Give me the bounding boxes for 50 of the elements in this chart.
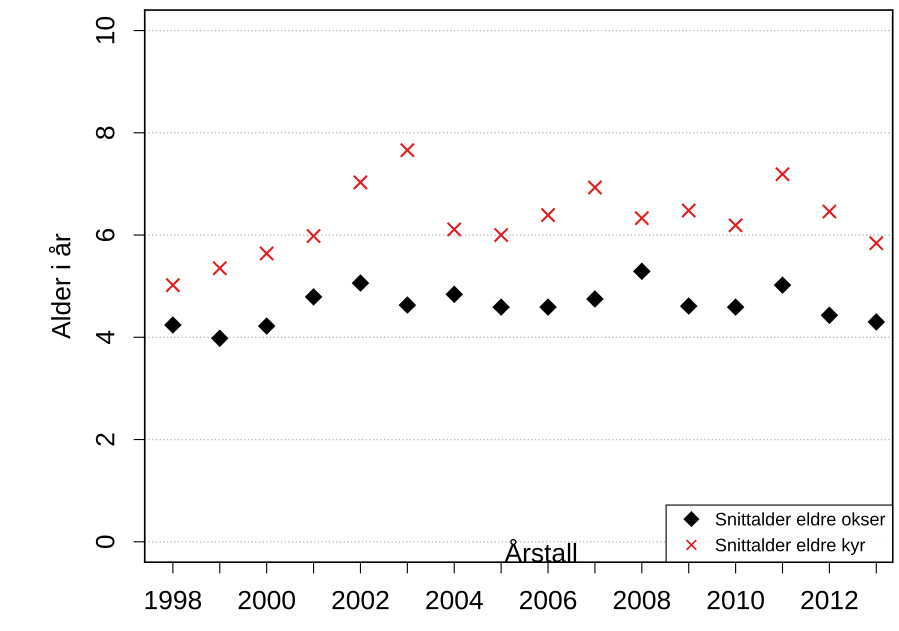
point — [492, 298, 510, 316]
point — [398, 296, 416, 314]
y-tick-label: 2 — [96, 434, 114, 446]
point — [726, 298, 744, 316]
point — [633, 262, 651, 280]
y-tick-label: 0 — [96, 535, 115, 548]
y-tick-label: 6 — [96, 228, 115, 242]
point — [258, 317, 276, 335]
legend-label: Snittalder eldre kyr — [716, 538, 866, 555]
point — [681, 202, 696, 218]
point — [304, 288, 322, 306]
point — [868, 236, 884, 251]
point — [352, 174, 368, 190]
point — [259, 246, 274, 262]
point — [352, 274, 370, 292]
y-tick-label: 8 — [96, 126, 115, 139]
point — [164, 316, 182, 334]
x-tick-label: 2010 — [708, 590, 764, 610]
x-tick-label: 2000 — [238, 590, 295, 610]
point — [587, 180, 603, 196]
point — [774, 276, 792, 294]
point — [494, 227, 509, 243]
point — [306, 228, 322, 244]
point — [445, 286, 464, 304]
x-tick-label: 2008 — [614, 590, 670, 610]
x-tick-label: 2012 — [801, 590, 858, 610]
x-tick-label: 2002 — [332, 590, 388, 610]
point — [212, 260, 228, 276]
point — [586, 290, 604, 308]
point — [774, 166, 790, 182]
y-tick-label: 10 — [96, 16, 115, 44]
point — [680, 297, 698, 315]
point — [210, 330, 229, 348]
point — [539, 298, 557, 316]
point — [540, 207, 556, 223]
legend-label: Snittalder eldre okser — [716, 512, 886, 526]
point — [820, 306, 838, 324]
y-tick-label: 4 — [96, 330, 114, 344]
y-axis-title: Alder i år — [48, 234, 70, 339]
point — [822, 204, 838, 220]
point — [400, 142, 415, 158]
point — [728, 218, 744, 233]
point — [446, 222, 462, 238]
point — [868, 313, 886, 331]
x-axis-title: Årstall — [504, 538, 576, 562]
x-tick-label: 1998 — [146, 590, 202, 610]
x-tick-label: 2004 — [426, 590, 483, 610]
point — [165, 278, 181, 293]
x-tick-label: 2006 — [520, 590, 576, 610]
point — [634, 210, 650, 226]
